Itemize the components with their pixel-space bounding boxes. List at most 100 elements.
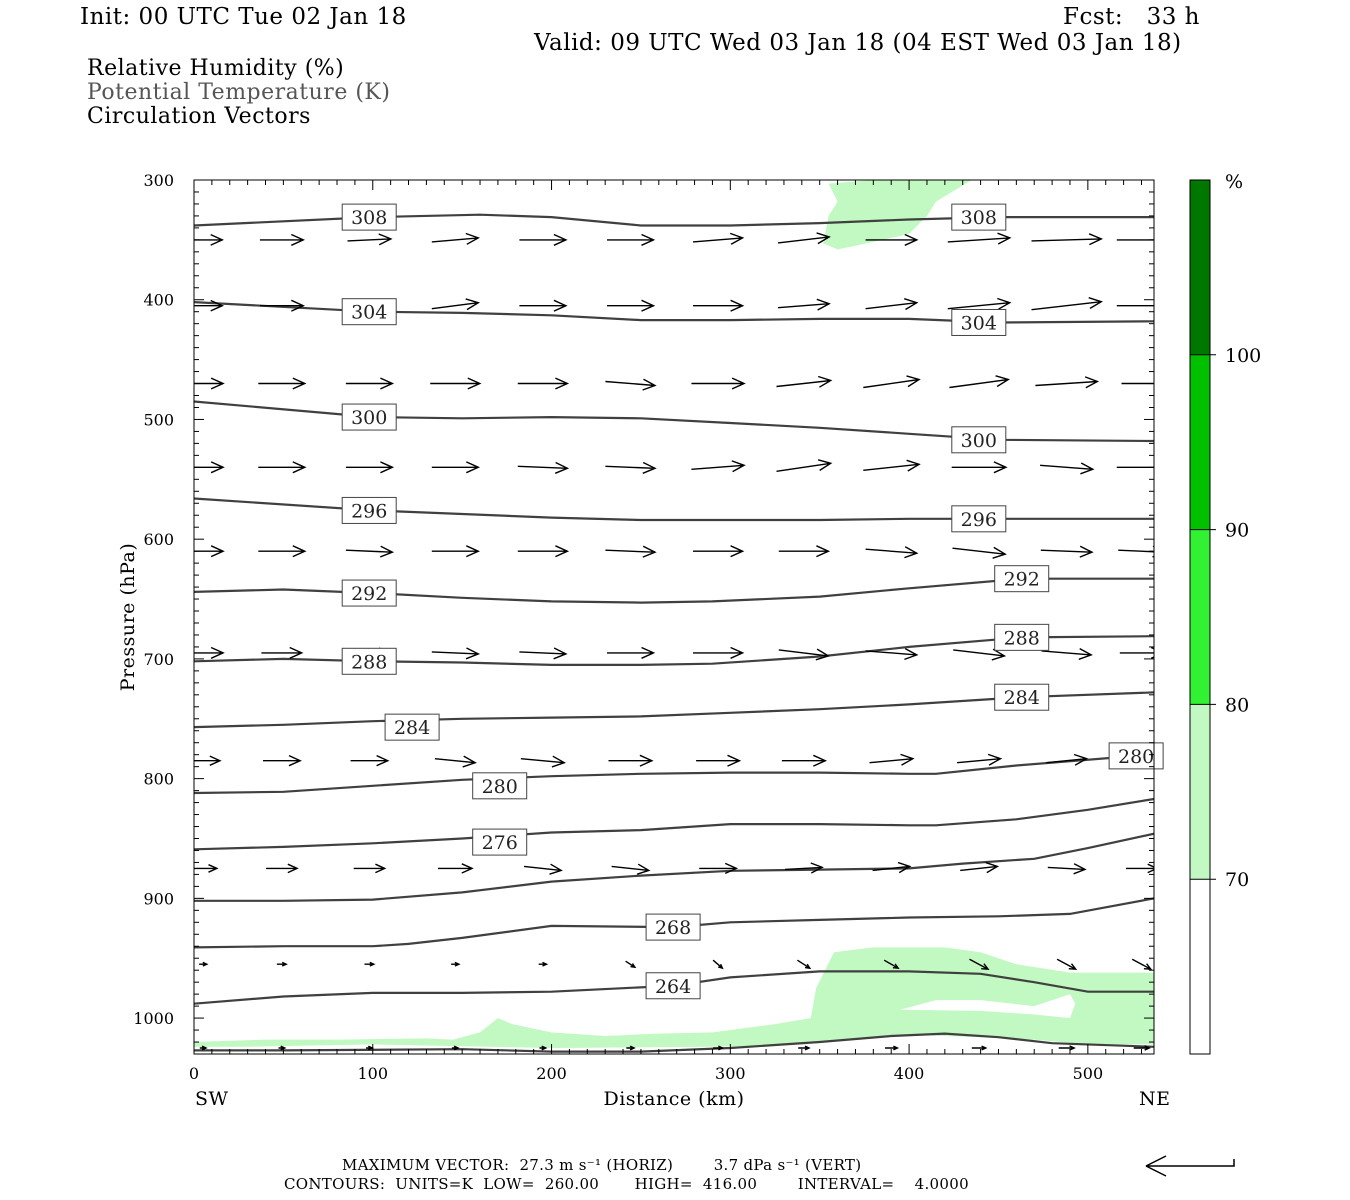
theta-contour-line xyxy=(194,400,1154,443)
wind-vector xyxy=(869,753,915,766)
theta-contour-line xyxy=(194,213,1154,227)
y-tick-label: 400 xyxy=(143,291,174,310)
wind-vector xyxy=(1040,462,1095,475)
wind-vector xyxy=(431,298,481,311)
wind-vector xyxy=(451,961,461,967)
wind-vector xyxy=(693,299,745,312)
wind-vector xyxy=(1121,382,1154,385)
wind-vector xyxy=(776,459,833,472)
theta-contour-line xyxy=(194,970,1154,1005)
x-tick-label: 400 xyxy=(894,1064,925,1083)
wind-vector xyxy=(971,1045,988,1051)
wind-vector xyxy=(1035,376,1100,389)
contour-label: 296 xyxy=(351,500,387,522)
colorbar: 70 80 90 100 xyxy=(1189,179,1261,1055)
x-right-end-label: NE xyxy=(1139,1088,1171,1110)
wind-vector xyxy=(863,375,921,389)
contour-label-box xyxy=(951,505,1007,533)
legend-relative-humidity: Relative Humidity (%) xyxy=(87,56,345,81)
wind-vector xyxy=(947,232,1012,245)
wind-vector xyxy=(969,958,990,971)
wind-vector xyxy=(625,960,637,969)
wind-vector xyxy=(885,1045,900,1051)
wind-vector xyxy=(261,646,304,659)
wind-vector xyxy=(539,1045,548,1051)
wind-vector xyxy=(797,959,812,970)
wind-vector xyxy=(872,861,912,874)
wind-vector xyxy=(696,754,742,767)
x-tick-label: 200 xyxy=(536,1064,567,1083)
wind-vector xyxy=(1116,466,1154,468)
contour-label-box xyxy=(341,579,397,607)
contour-label-box xyxy=(341,647,397,675)
wind-vector xyxy=(692,232,745,245)
wind-vector xyxy=(194,545,225,558)
contour-label: 280 xyxy=(482,776,518,798)
wind-vector xyxy=(626,1045,636,1051)
wind-vector xyxy=(693,646,745,659)
legend-potential-temperature: Potential Temperature (K) xyxy=(87,80,391,105)
wind-vector xyxy=(194,864,219,873)
y-tick-label: 600 xyxy=(143,530,174,549)
wind-vector xyxy=(520,755,567,768)
wind-vector xyxy=(194,377,225,390)
contour-label-box xyxy=(645,972,701,1000)
x-left-end-label: SW xyxy=(195,1088,229,1110)
x-tick-label: 100 xyxy=(357,1064,388,1083)
wind-vector xyxy=(194,233,224,246)
contour-label: 304 xyxy=(961,312,997,334)
y-tick-label: 500 xyxy=(143,410,174,429)
wind-vector xyxy=(777,232,831,245)
wind-vector xyxy=(194,646,225,659)
wind-vector xyxy=(199,1045,208,1051)
contour-label: 308 xyxy=(961,207,997,229)
theta-contour-line xyxy=(194,752,1154,795)
wind-vector xyxy=(1046,753,1089,766)
wind-vector xyxy=(431,232,480,245)
wind-vector xyxy=(1118,545,1154,558)
wind-vector xyxy=(883,959,900,970)
wind-vector xyxy=(519,233,568,246)
wind-vector xyxy=(517,545,570,558)
wind-vector xyxy=(784,862,824,874)
contour-label: 300 xyxy=(961,430,997,452)
wind-vector xyxy=(605,545,657,558)
contour-label-box xyxy=(341,496,397,524)
wind-vector xyxy=(781,754,828,767)
contour-labels: 308 308 304 304 300 300 296 296 292 292 288 288 284 2… xyxy=(341,203,1164,1000)
wind-vector xyxy=(957,753,1003,766)
wind-vector xyxy=(258,461,307,474)
wind-vector xyxy=(347,233,393,246)
colorbar-label: 90 xyxy=(1225,520,1249,542)
wind-vector xyxy=(194,299,225,312)
contour-label-box xyxy=(645,913,701,941)
wind-vector xyxy=(777,298,831,311)
colorbar-unit: % xyxy=(1225,171,1243,193)
wind-vector xyxy=(431,647,481,660)
theta-contour-line xyxy=(194,301,1154,324)
wind-vector xyxy=(691,377,746,390)
contour-label-box xyxy=(994,623,1050,651)
wind-vector xyxy=(1116,239,1154,241)
wind-vector xyxy=(865,647,919,661)
wind-vector xyxy=(345,461,395,474)
wind-vector xyxy=(345,545,395,558)
wind-vector xyxy=(364,961,376,967)
y-tick-label: 900 xyxy=(143,889,174,908)
wind-vector xyxy=(259,233,306,246)
wind-vector xyxy=(1133,1045,1151,1051)
colorbar-segment xyxy=(1190,704,1210,880)
rh-hole xyxy=(900,994,1076,1019)
max-vector-note: MAXIMUM VECTOR: 27.3 m s⁻¹ (HORIZ) 3.7 d… xyxy=(342,1156,862,1174)
colorbar-segment xyxy=(1190,354,1210,530)
x-tick-label: 500 xyxy=(1073,1064,1104,1083)
contour-label: 300 xyxy=(351,407,387,429)
reference-arrow xyxy=(1145,1155,1235,1177)
contour-label: 276 xyxy=(482,832,518,854)
contour-label: 284 xyxy=(1004,687,1040,709)
wind-vector xyxy=(438,863,474,874)
colorbar-segment xyxy=(1190,879,1210,1054)
wind-vector xyxy=(953,648,1007,661)
wind-vector xyxy=(1031,233,1104,246)
wind-vector xyxy=(266,863,299,874)
